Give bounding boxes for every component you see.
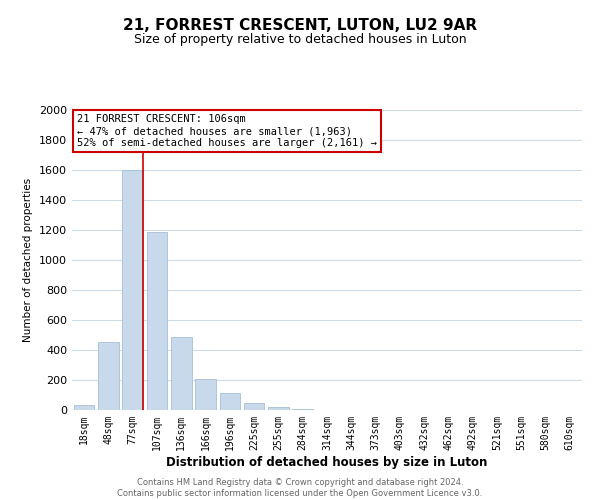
- Bar: [98, 342, 119, 410]
- Bar: [74, 405, 94, 410]
- Text: 21 FORREST CRESCENT: 106sqm
← 47% of detached houses are smaller (1,963)
52% of : 21 FORREST CRESCENT: 106sqm ← 47% of det…: [77, 114, 377, 148]
- Bar: [171, 337, 191, 410]
- Bar: [122, 170, 143, 410]
- Bar: [292, 409, 313, 410]
- Text: 21, FORREST CRESCENT, LUTON, LU2 9AR: 21, FORREST CRESCENT, LUTON, LU2 9AR: [123, 18, 477, 32]
- X-axis label: Distribution of detached houses by size in Luton: Distribution of detached houses by size …: [166, 456, 488, 468]
- Text: Contains HM Land Registry data © Crown copyright and database right 2024.
Contai: Contains HM Land Registry data © Crown c…: [118, 478, 482, 498]
- Bar: [220, 393, 240, 410]
- Y-axis label: Number of detached properties: Number of detached properties: [23, 178, 34, 342]
- Bar: [146, 232, 167, 410]
- Bar: [244, 403, 265, 410]
- Bar: [195, 378, 216, 410]
- Bar: [268, 407, 289, 410]
- Text: Size of property relative to detached houses in Luton: Size of property relative to detached ho…: [134, 32, 466, 46]
